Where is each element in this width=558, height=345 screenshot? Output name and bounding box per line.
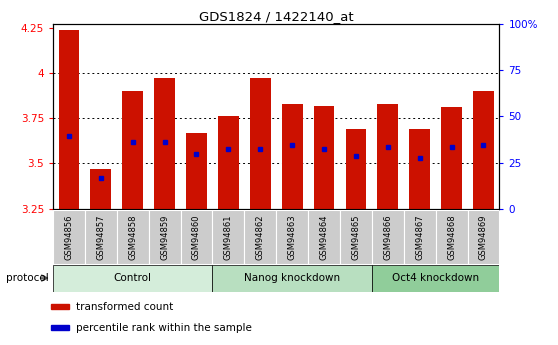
Bar <box>154 78 175 209</box>
Bar <box>53 210 85 264</box>
Bar <box>90 169 111 209</box>
Bar <box>340 210 372 264</box>
Text: percentile rank within the sample: percentile rank within the sample <box>76 323 252 333</box>
Text: transformed count: transformed count <box>76 302 174 312</box>
Bar <box>213 265 372 292</box>
Bar <box>372 210 404 264</box>
Bar <box>213 210 244 264</box>
Text: Nanog knockdown: Nanog knockdown <box>244 273 340 283</box>
Text: GSM94868: GSM94868 <box>447 214 456 260</box>
Text: GSM94862: GSM94862 <box>256 215 264 260</box>
Bar <box>377 104 398 209</box>
Text: GSM94863: GSM94863 <box>288 214 297 260</box>
Text: GSM94858: GSM94858 <box>128 215 137 260</box>
Text: GSM94866: GSM94866 <box>383 214 392 260</box>
Text: GSM94856: GSM94856 <box>65 215 74 260</box>
Bar <box>85 210 117 264</box>
Bar <box>186 133 207 209</box>
Text: GSM94857: GSM94857 <box>97 215 105 260</box>
Bar <box>345 129 366 209</box>
Text: GSM94867: GSM94867 <box>415 214 424 260</box>
Bar <box>468 210 499 264</box>
Bar <box>314 106 334 209</box>
Text: GSM94864: GSM94864 <box>320 215 329 260</box>
Bar <box>410 129 430 209</box>
Text: Oct4 knockdown: Oct4 knockdown <box>392 273 479 283</box>
Bar <box>218 117 239 209</box>
Bar <box>244 210 276 264</box>
Bar <box>276 210 308 264</box>
Bar <box>308 210 340 264</box>
Text: protocol: protocol <box>6 273 49 283</box>
Bar <box>53 265 213 292</box>
Bar <box>51 304 69 309</box>
Bar <box>441 107 462 209</box>
Bar <box>250 78 271 209</box>
Bar <box>51 325 69 331</box>
Bar <box>122 91 143 209</box>
Text: GSM94860: GSM94860 <box>192 215 201 260</box>
Bar <box>181 210 213 264</box>
Text: Control: Control <box>114 273 152 283</box>
Bar <box>372 265 499 292</box>
Text: GSM94861: GSM94861 <box>224 215 233 260</box>
Bar <box>117 210 148 264</box>
Bar <box>436 210 468 264</box>
Title: GDS1824 / 1422140_at: GDS1824 / 1422140_at <box>199 10 354 23</box>
Text: GSM94865: GSM94865 <box>352 215 360 260</box>
Bar <box>148 210 181 264</box>
Text: GSM94859: GSM94859 <box>160 215 169 260</box>
Text: GSM94869: GSM94869 <box>479 215 488 260</box>
Bar <box>473 91 494 209</box>
Bar <box>404 210 436 264</box>
Bar <box>282 104 302 209</box>
Bar <box>59 30 79 209</box>
